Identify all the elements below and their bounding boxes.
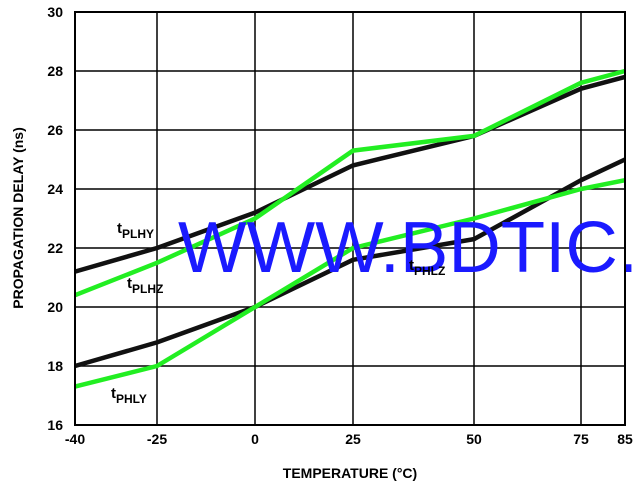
x-tick-label: -25 xyxy=(147,431,167,447)
series-line-tphly xyxy=(74,177,626,389)
y-tick-label: 26 xyxy=(47,122,63,138)
x-tick-labels: -40 -25 0 25 50 75 85 xyxy=(65,431,633,447)
series-line-tphlz xyxy=(74,157,626,369)
y-tick-labels: 16 18 20 22 24 26 28 30 xyxy=(47,4,63,433)
series-label-tplhy: tPLHY xyxy=(117,220,154,241)
series-label-tphly: tPHLY xyxy=(111,385,147,406)
x-tick-label: 85 xyxy=(617,431,633,447)
y-tick-label: 20 xyxy=(47,299,63,315)
y-axis-title: PROPAGATION DELAY (ns) xyxy=(10,127,26,309)
y-tick-label: 28 xyxy=(47,63,63,79)
y-tick-label: 18 xyxy=(47,358,63,374)
x-tick-label: 50 xyxy=(466,431,482,447)
x-tick-label: 0 xyxy=(251,431,259,447)
grid xyxy=(75,12,625,425)
y-tick-label: 24 xyxy=(47,181,63,197)
y-tick-label: 30 xyxy=(47,4,63,20)
plot-frame xyxy=(74,11,626,426)
series-lines xyxy=(74,68,626,389)
series-labels: tPLHY tPLHZ tPHLZ tPHLY xyxy=(111,220,445,406)
y-tick-label: 22 xyxy=(47,240,63,256)
x-tick-label: 25 xyxy=(345,431,361,447)
x-axis-title: TEMPERATURE (°C) xyxy=(283,465,417,481)
series-label-tphlz: tPHLZ xyxy=(409,257,445,278)
series-label-tplhz: tPLHZ xyxy=(127,275,163,296)
series-line-tplhy xyxy=(74,74,626,274)
y-tick-label: 16 xyxy=(47,417,63,433)
watermark-text: WWW.BDTIC. xyxy=(178,208,638,288)
x-tick-label: 75 xyxy=(573,431,589,447)
x-tick-label: -40 xyxy=(65,431,85,447)
series-line-tplhz xyxy=(74,68,626,298)
